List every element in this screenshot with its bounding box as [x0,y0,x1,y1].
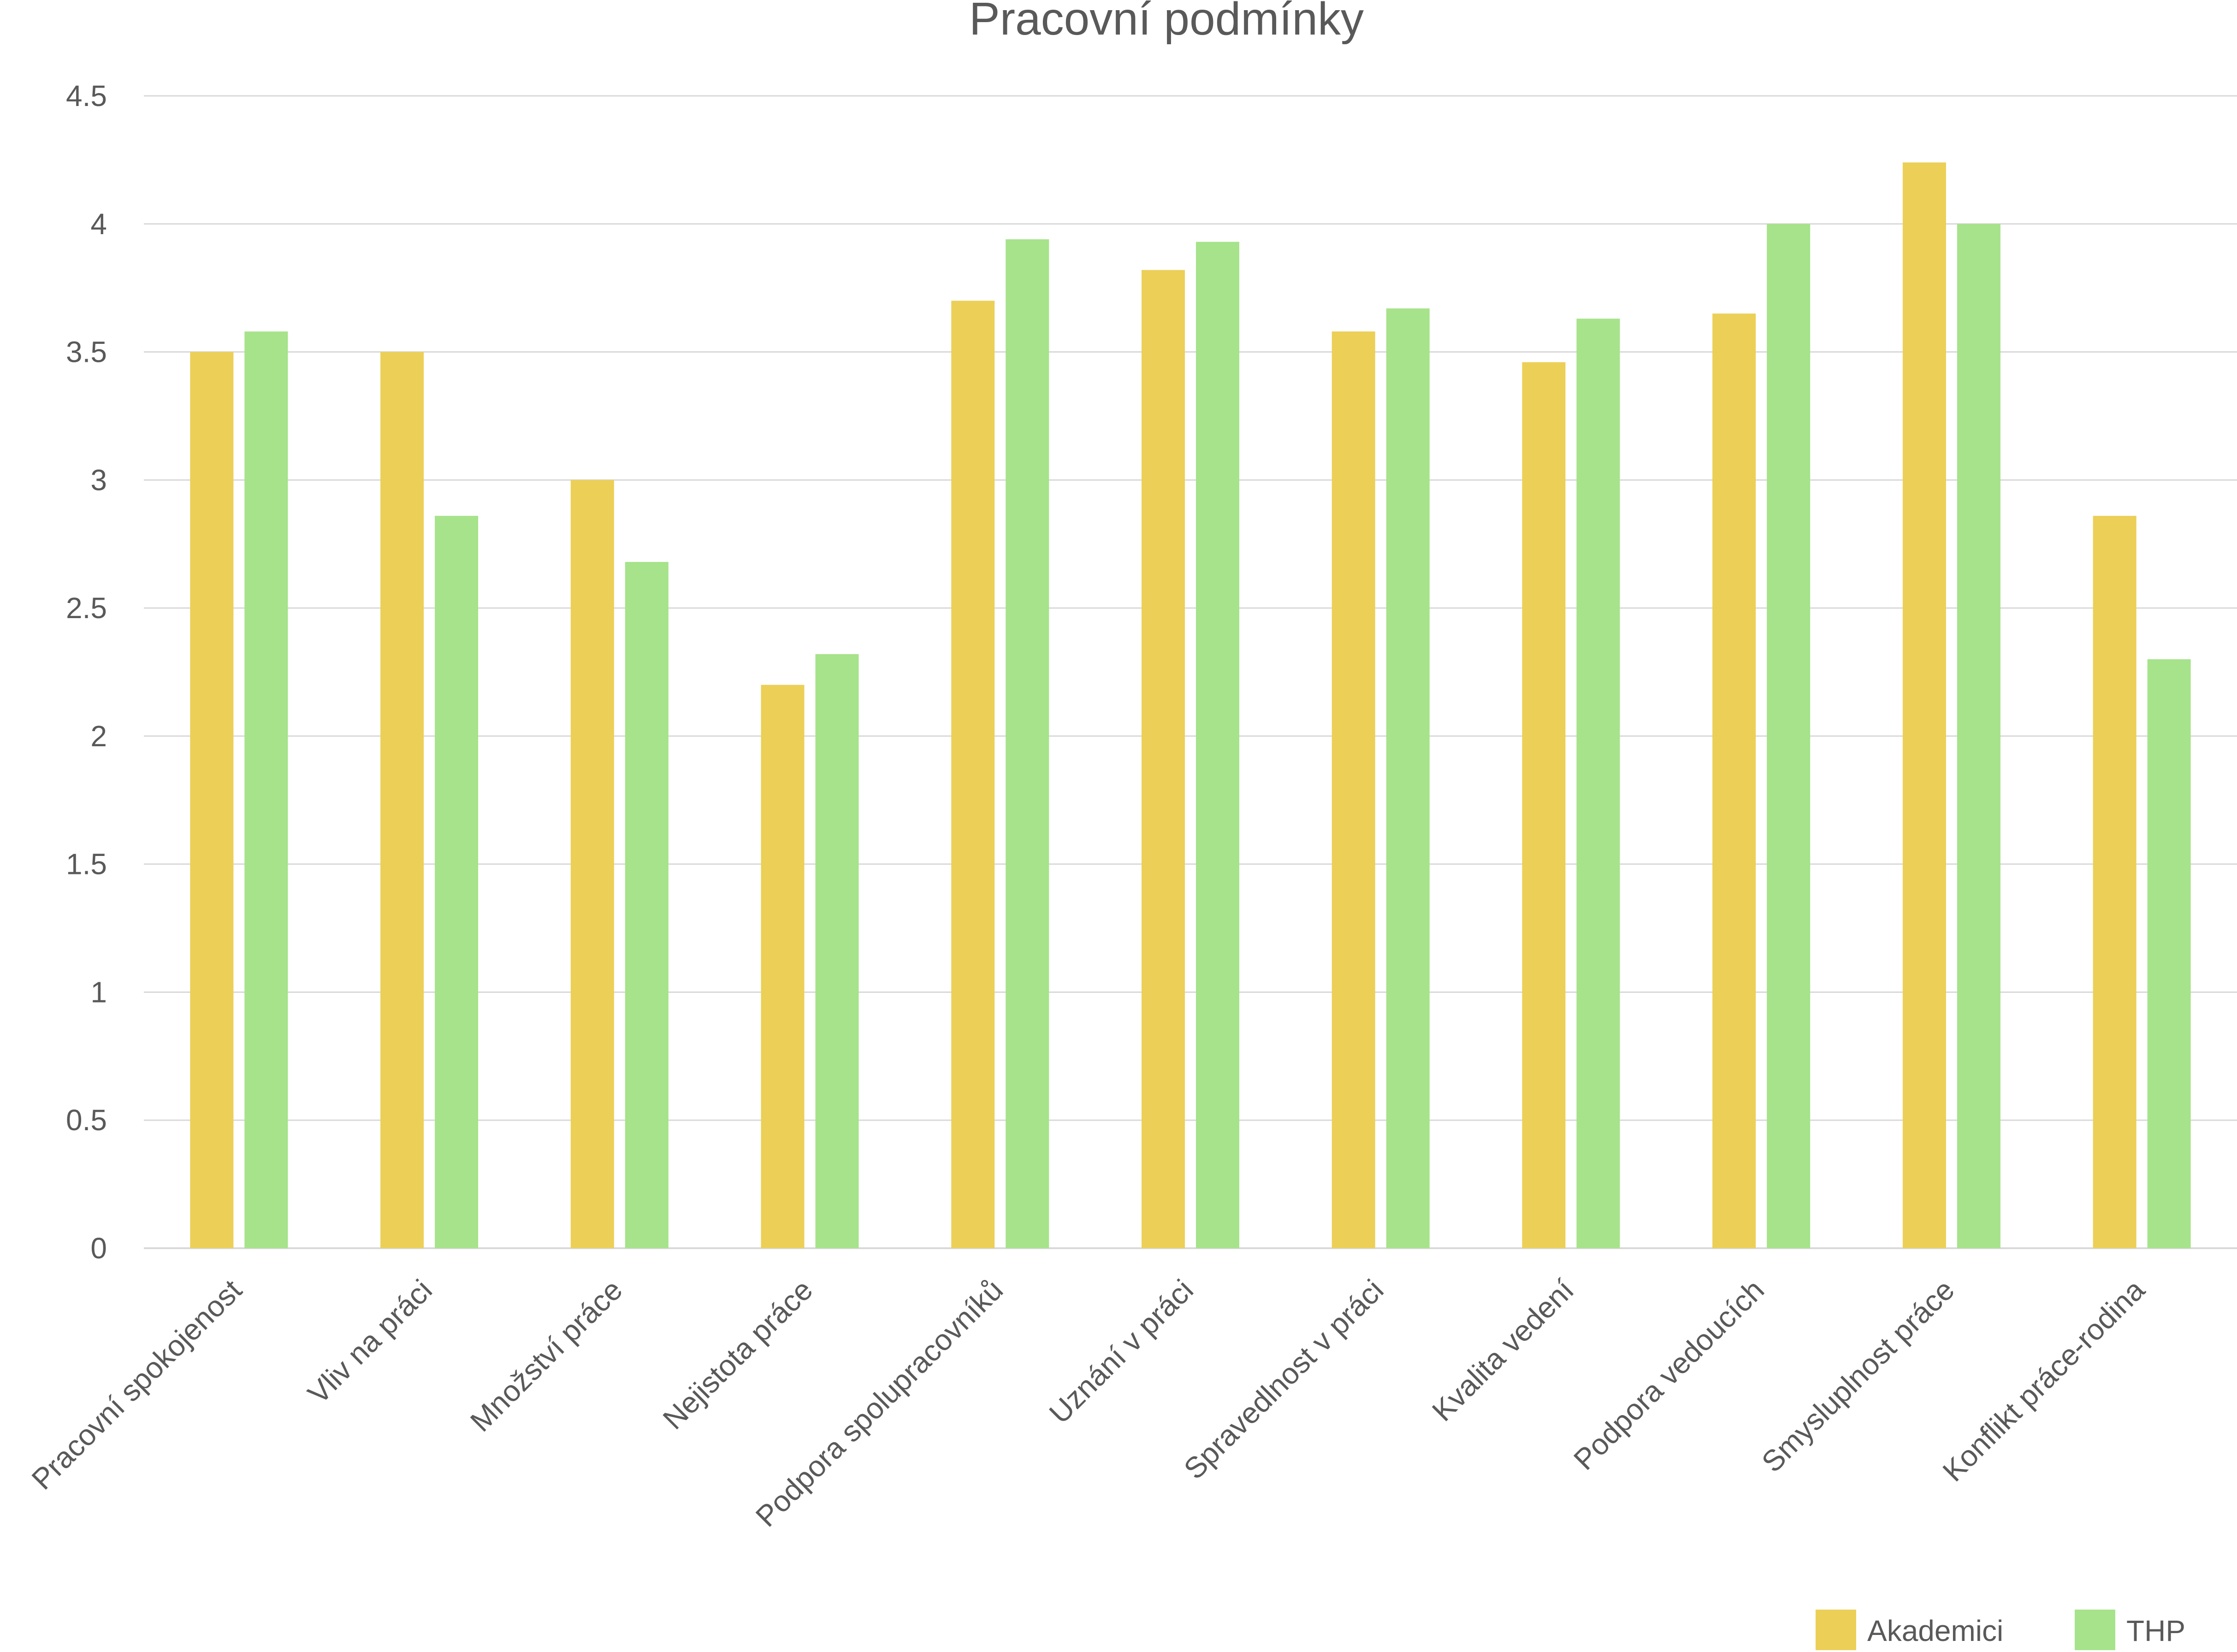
bar-akademici-2 [570,480,614,1248]
bar-akademici-6 [1332,331,1375,1248]
gridlines [144,95,2237,1249]
bar-thp-7 [1576,319,1620,1249]
x-tick-label: Spravedlnost v práci [1178,1273,1390,1486]
bar-akademici-0 [190,352,234,1248]
legend: Akademici THP [1816,1610,2185,1650]
legend-swatch-akademici [1816,1610,1856,1650]
bar-thp-0 [244,331,288,1248]
bar-akademici-4 [951,301,995,1249]
bars [190,162,2191,1249]
x-tick-label: Podpora vedoucích [1567,1273,1770,1476]
bar-akademici-9 [1902,162,1946,1249]
bar-thp-9 [1957,224,2000,1248]
bar-thp-1 [435,516,479,1248]
legend-label-akademici: Akademici [1867,1614,2003,1647]
x-tick-label: Množství práce [464,1273,629,1438]
y-tick-label: 1 [90,975,107,1009]
y-tick-label: 4 [90,207,107,241]
bar-akademici-3 [761,684,805,1248]
y-tick-label: 0.5 [66,1103,107,1137]
x-tick-label: Nejistota práce [657,1273,819,1436]
bar-thp-4 [1006,239,1049,1248]
x-tick-label: Kvalita vedení [1426,1273,1580,1428]
x-tick-label: Smysluplnost práce [1755,1273,1961,1479]
bar-thp-8 [1767,224,1811,1248]
bar-thp-6 [1386,308,1430,1248]
y-tick-label: 3.5 [66,336,107,369]
x-axis-ticks: Pracovní spokojenost Vliv na práci Množstv… [25,1273,2151,1533]
y-tick-label: 2.5 [66,591,107,625]
y-tick-label: 0 [90,1232,107,1265]
bar-thp-5 [1196,242,1239,1248]
x-tick-label: Pracovní spokojenost [25,1273,249,1496]
y-axis-ticks: 0 0.5 1 1.5 2 2.5 3 3.5 4 4.5 [66,79,107,1265]
legend-swatch-thp [2075,1610,2115,1650]
x-tick-label: Uznání v práci [1043,1273,1200,1430]
bar-thp-3 [815,654,859,1248]
y-tick-label: 3 [90,463,107,496]
x-tick-label: Vliv na práci [302,1273,438,1410]
chart-title: Pracovní podmínky [969,0,1364,45]
y-tick-label: 2 [90,720,107,753]
bar-akademici-10 [2093,516,2136,1248]
bar-akademici-1 [380,352,424,1248]
x-tick-label: Konflikt práce-rodina [1936,1273,2151,1488]
bar-akademici-8 [1712,313,1756,1249]
y-tick-label: 1.5 [66,848,107,881]
bar-akademici-5 [1142,270,1185,1248]
bar-akademici-7 [1522,362,1566,1248]
bar-thp-2 [625,562,669,1248]
bar-thp-10 [2147,659,2191,1248]
legend-label-thp: THP [2126,1614,2185,1647]
y-tick-label: 4.5 [66,79,107,112]
